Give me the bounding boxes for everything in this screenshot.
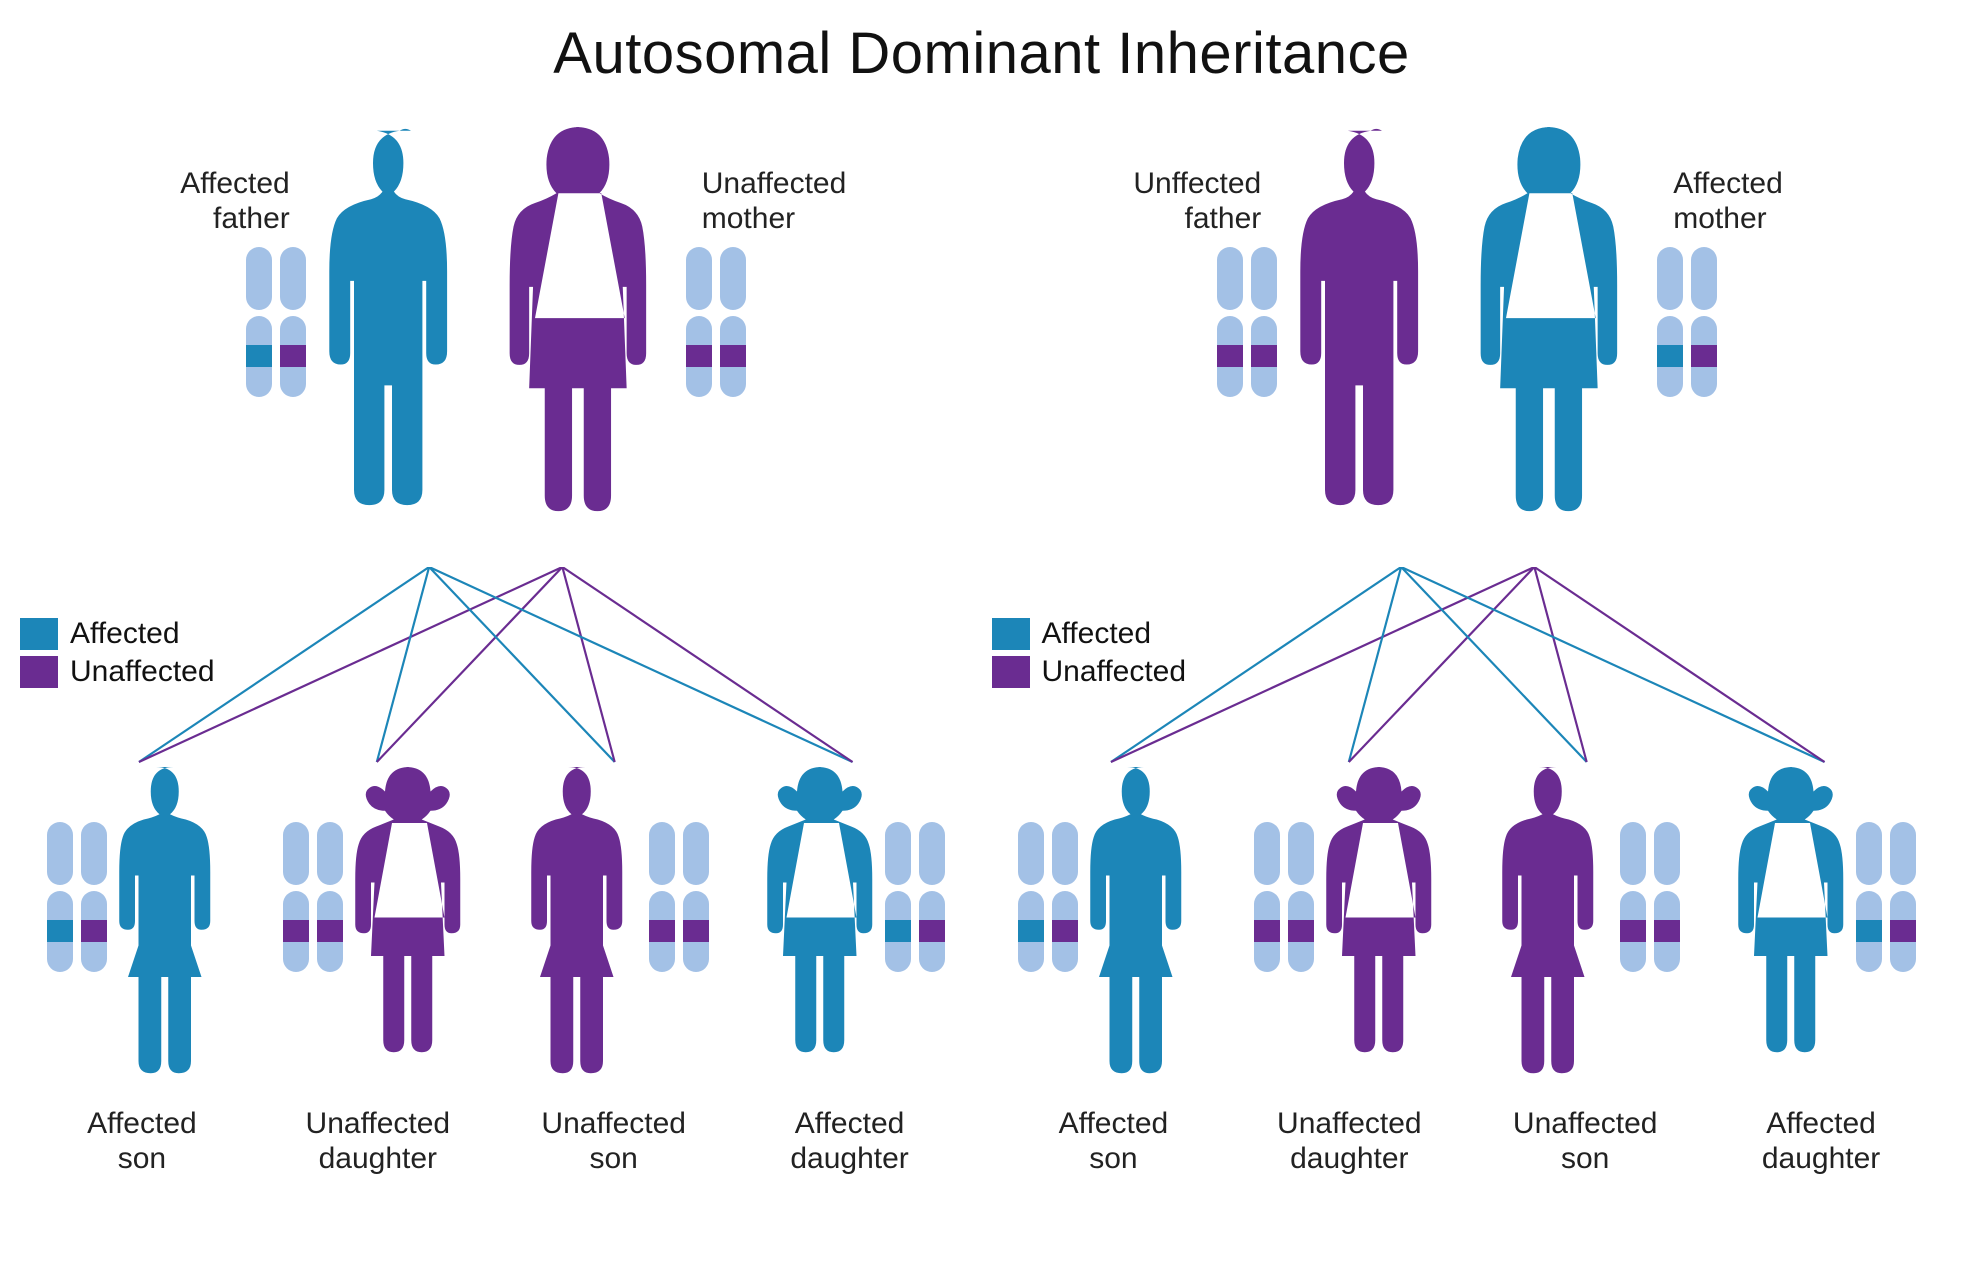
- child-block: Unaffecteddaughter: [260, 767, 496, 1176]
- child-block: Unaffectedson: [496, 767, 732, 1176]
- mother-label: Affectedmother: [1673, 167, 1833, 236]
- chromosome-icon: [1620, 822, 1646, 972]
- girl-silhouette: [1314, 767, 1444, 1087]
- chromosome-icon: [1890, 822, 1916, 972]
- chromosome-icon: [1052, 822, 1078, 972]
- chromosome-pair: [246, 247, 306, 397]
- boy-silhouette: [1490, 767, 1620, 1087]
- child-label: Unaffectedson: [541, 1107, 686, 1176]
- inheritance-panel-0: Affectedfather Unaffectedmother: [10, 117, 982, 1176]
- father-block: Affectedfather: [130, 127, 496, 587]
- chromosome-pair: [1217, 247, 1277, 397]
- girl-silhouette: [1726, 767, 1856, 1087]
- father-block: Unffectedfather: [1101, 127, 1467, 587]
- chromosome-icon: [283, 822, 309, 972]
- chromosome-pair: [686, 247, 746, 397]
- father-label: Unffectedfather: [1101, 167, 1261, 236]
- chromosome-icon: [1657, 247, 1683, 397]
- chromosome-icon: [1251, 247, 1277, 397]
- man-silhouette: [1287, 127, 1467, 587]
- boy-silhouette: [519, 767, 649, 1087]
- lines-wrap: [20, 587, 972, 767]
- chromosome-icon: [1254, 822, 1280, 972]
- child-figure-row: [755, 767, 945, 1097]
- child-figure-row: [1018, 767, 1208, 1097]
- child-figure-row: [47, 767, 237, 1097]
- chromosome-icon: [1654, 822, 1680, 972]
- girl-silhouette: [343, 767, 473, 1087]
- child-block: Unaffecteddaughter: [1231, 767, 1467, 1176]
- chromosome-pair: [47, 822, 107, 972]
- mother-block: Unaffectedmother: [496, 127, 862, 587]
- child-block: Unaffectedson: [1467, 767, 1703, 1176]
- child-block: Affectedson: [24, 767, 260, 1176]
- parents-row: Unffectedfather Affectedmother: [992, 117, 1944, 587]
- page-title: Autosomal Dominant Inheritance: [10, 20, 1953, 87]
- chromosome-icon: [1018, 822, 1044, 972]
- chromosome-icon: [885, 822, 911, 972]
- boy-silhouette: [1078, 767, 1208, 1087]
- chromosome-icon: [720, 247, 746, 397]
- chromosome-icon: [649, 822, 675, 972]
- child-label: Unaffecteddaughter: [1277, 1107, 1422, 1176]
- chromosome-pair: [885, 822, 945, 972]
- chromosome-pair: [1254, 822, 1314, 972]
- boy-silhouette: [107, 767, 237, 1087]
- chromosome-icon: [686, 247, 712, 397]
- chromosome-pair: [649, 822, 709, 972]
- inheritance-panel-1: Unffectedfather Affectedmother: [982, 117, 1954, 1176]
- father-label: Affectedfather: [130, 167, 290, 236]
- mother-label: Unaffectedmother: [702, 167, 862, 236]
- man-silhouette: [316, 127, 496, 587]
- chromosome-icon: [81, 822, 107, 972]
- girl-silhouette: [755, 767, 885, 1087]
- inheritance-lines: [20, 567, 972, 767]
- child-label: Unaffectedson: [1513, 1107, 1658, 1176]
- child-block: Affectedson: [996, 767, 1232, 1176]
- child-label: Affecteddaughter: [1762, 1107, 1880, 1176]
- child-label: Unaffecteddaughter: [306, 1107, 451, 1176]
- children-row: Affectedson Unaffecteddaughter Unaffecte…: [20, 767, 972, 1176]
- child-block: Affecteddaughter: [1703, 767, 1939, 1176]
- child-block: Affecteddaughter: [732, 767, 968, 1176]
- child-label: Affecteddaughter: [790, 1107, 908, 1176]
- child-figure-row: [283, 767, 473, 1097]
- chromosome-icon: [317, 822, 343, 972]
- chromosome-pair: [1856, 822, 1916, 972]
- chromosome-icon: [1856, 822, 1882, 972]
- chromosome-pair: [1657, 247, 1717, 397]
- child-label: Affectedson: [87, 1107, 197, 1176]
- chromosome-icon: [683, 822, 709, 972]
- chromosome-pair: [1018, 822, 1078, 972]
- child-label: Affectedson: [1059, 1107, 1169, 1176]
- mother-block: Affectedmother: [1467, 127, 1833, 587]
- chromosome-icon: [280, 247, 306, 397]
- chromosome-icon: [246, 247, 272, 397]
- chromosome-pair: [283, 822, 343, 972]
- child-figure-row: [519, 767, 709, 1097]
- children-row: Affectedson Unaffecteddaughter Unaffecte…: [992, 767, 1944, 1176]
- woman-silhouette: [1467, 127, 1647, 587]
- chromosome-icon: [1288, 822, 1314, 972]
- child-figure-row: [1726, 767, 1916, 1097]
- child-figure-row: [1254, 767, 1444, 1097]
- chromosome-icon: [47, 822, 73, 972]
- chromosome-icon: [919, 822, 945, 972]
- child-figure-row: [1490, 767, 1680, 1097]
- chromosome-pair: [1620, 822, 1680, 972]
- chromosome-icon: [1691, 247, 1717, 397]
- lines-wrap: [992, 587, 1944, 767]
- parents-row: Affectedfather Unaffectedmother: [20, 117, 972, 587]
- woman-silhouette: [496, 127, 676, 587]
- inheritance-lines: [992, 567, 1944, 767]
- chromosome-icon: [1217, 247, 1243, 397]
